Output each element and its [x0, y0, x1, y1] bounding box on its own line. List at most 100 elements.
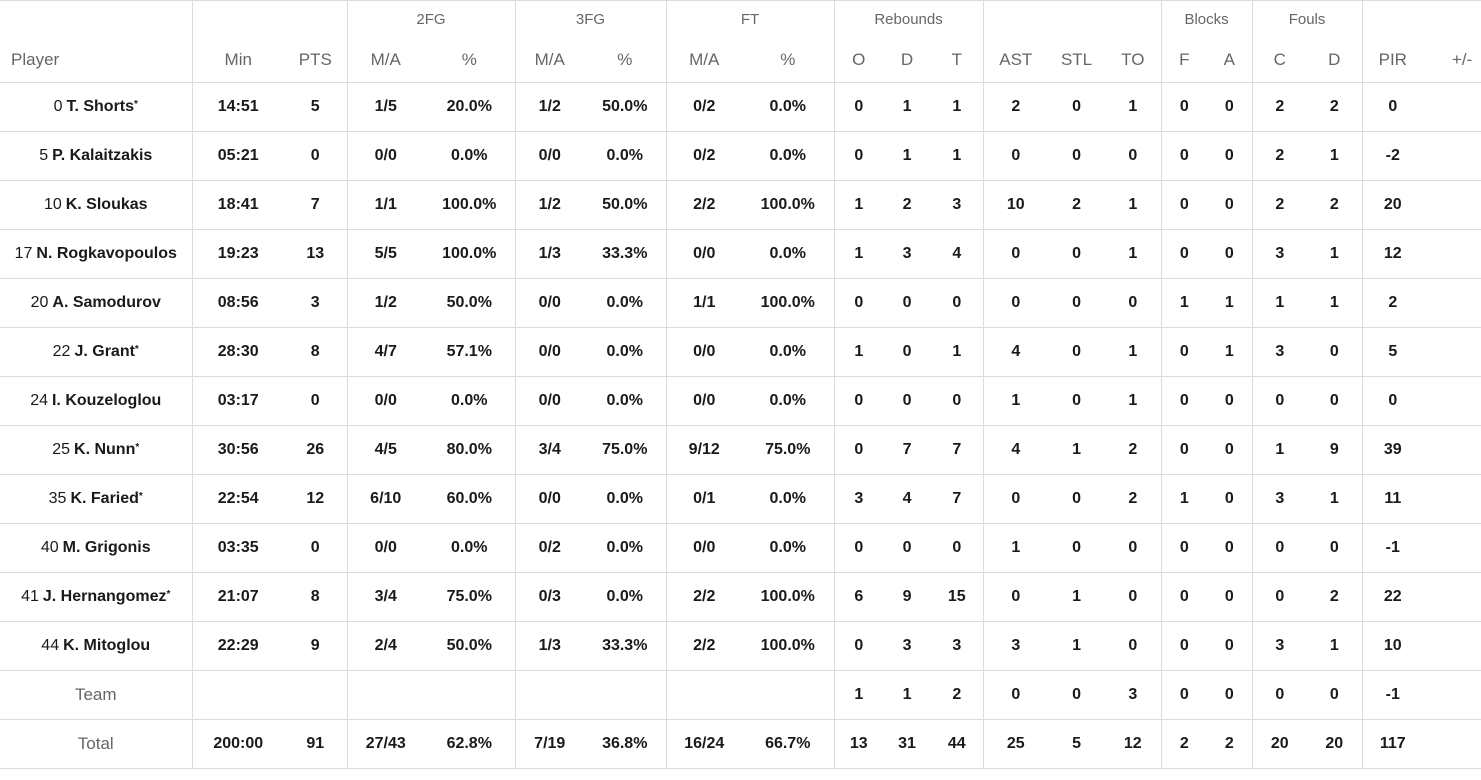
- stat-plus-minus: [1423, 572, 1481, 622]
- player-cell[interactable]: 24 I. Kouzeloglou: [0, 376, 193, 426]
- player-row[interactable]: 20 A. Samodurov 08:56 3 1/2 50.0% 0/0 0.0% 1/1 10…: [0, 278, 1481, 328]
- stat-pts: 7: [284, 180, 348, 230]
- player-name[interactable]: N. Rogkavopoulos: [36, 245, 177, 262]
- player-cell[interactable]: 0 T. Shorts*: [0, 82, 193, 132]
- player-name[interactable]: K. Faried: [70, 490, 139, 507]
- player-name[interactable]: K. Sloukas: [65, 196, 148, 213]
- stat-reb-o: 3: [834, 474, 884, 524]
- stat-stl: 0: [1048, 376, 1106, 426]
- stat-to: 0: [1105, 572, 1162, 622]
- col-header-reb-o[interactable]: O: [834, 38, 884, 83]
- stat-blk-f: 2: [1161, 719, 1208, 769]
- stat-ft-pct: 0.0%: [742, 131, 835, 181]
- player-name[interactable]: J. Grant: [74, 343, 135, 360]
- stat-to: 3: [1105, 670, 1162, 720]
- col-header-pts[interactable]: PTS: [284, 38, 348, 83]
- col-header-ft-ma[interactable]: M/A: [666, 38, 742, 83]
- col-header-min[interactable]: Min: [192, 38, 284, 83]
- stat-2fg-pct: 0.0%: [424, 131, 516, 181]
- stat-pir: 11: [1362, 474, 1424, 524]
- col-header-ast[interactable]: AST: [983, 38, 1049, 83]
- stat-3fg-ma: 1/3: [515, 621, 584, 671]
- player-name[interactable]: T. Shorts: [66, 98, 135, 115]
- col-header-player[interactable]: Player: [0, 38, 193, 83]
- col-header-foul-c[interactable]: C: [1252, 38, 1308, 83]
- player-number: 22: [52, 343, 71, 360]
- player-name[interactable]: K. Mitoglou: [63, 637, 151, 654]
- player-name[interactable]: A. Samodurov: [52, 294, 161, 311]
- player-row[interactable]: 5 P. Kalaitzakis 05:21 0 0/0 0.0% 0/0 0.0% 0/2 0.…: [0, 131, 1481, 181]
- stat-3fg-pct: 33.3%: [584, 621, 667, 671]
- player-row[interactable]: 44 K. Mitoglou 22:29 9 2/4 50.0% 1/3 33.3% 2/2 10…: [0, 621, 1481, 671]
- player-row[interactable]: 40 M. Grigonis 03:35 0 0/0 0.0% 0/2 0.0% 0/0 0.0%…: [0, 523, 1481, 573]
- player-name[interactable]: M. Grigonis: [62, 539, 151, 556]
- col-header-3fg-pct[interactable]: %: [584, 38, 667, 83]
- stat-min: 14:51: [192, 82, 284, 132]
- col-header-2fg-ma[interactable]: M/A: [347, 38, 424, 83]
- stat-reb-t: 3: [931, 180, 984, 230]
- player-name[interactable]: K. Nunn: [74, 441, 136, 458]
- col-header-foul-d[interactable]: D: [1307, 38, 1363, 83]
- player-name[interactable]: I. Kouzeloglou: [51, 392, 162, 409]
- stat-reb-o: 1: [834, 670, 884, 720]
- stat-ft-pct: 66.7%: [742, 719, 835, 769]
- stat-2fg-ma: 0/0: [347, 523, 424, 573]
- stat-pir: 22: [1362, 572, 1424, 622]
- col-header-reb-t[interactable]: T: [931, 38, 984, 83]
- player-name[interactable]: P. Kalaitzakis: [52, 147, 153, 164]
- player-name[interactable]: J. Hernangomez: [42, 588, 167, 605]
- player-cell[interactable]: 17 N. Rogkavopoulos: [0, 229, 193, 279]
- player-cell[interactable]: 41 J. Hernangomez*: [0, 572, 193, 622]
- player-cell[interactable]: 35 K. Faried*: [0, 474, 193, 524]
- player-row[interactable]: 41 J. Hernangomez* 21:07 8 3/4 75.0% 0/3 0.0% 2/…: [0, 572, 1481, 622]
- stat-pir: 0: [1362, 376, 1424, 426]
- col-header-3fg-ma[interactable]: M/A: [515, 38, 584, 83]
- column-header-row: Player Min PTS M/A % M/A % M/A % O D T A…: [0, 38, 1481, 83]
- player-cell[interactable]: 22 J. Grant*: [0, 327, 193, 377]
- col-header-blk-a[interactable]: A: [1207, 38, 1253, 83]
- stat-ast: 0: [983, 474, 1049, 524]
- player-cell[interactable]: 25 K. Nunn*: [0, 425, 193, 475]
- stat-blk-f: 0: [1161, 229, 1208, 279]
- player-number: 44: [41, 637, 60, 654]
- col-header-blk-f[interactable]: F: [1161, 38, 1208, 83]
- stat-min: 22:29: [192, 621, 284, 671]
- player-cell[interactable]: 20 A. Samodurov: [0, 278, 193, 328]
- stat-3fg-pct: 75.0%: [584, 425, 667, 475]
- player-row[interactable]: 35 K. Faried* 22:54 12 6/10 60.0% 0/0 0.0% 0/1 0.…: [0, 474, 1481, 524]
- player-cell[interactable]: 40 M. Grigonis: [0, 523, 193, 573]
- stat-pir: -2: [1362, 131, 1424, 181]
- stat-stl: 0: [1048, 278, 1106, 328]
- player-row[interactable]: 0 T. Shorts* 14:51 5 1/5 20.0% 1/2 50.0% 0/2 0.0%…: [0, 82, 1481, 132]
- player-row[interactable]: 25 K. Nunn* 30:56 26 4/5 80.0% 3/4 75.0% 9/12 75.…: [0, 425, 1481, 475]
- stat-pts: 8: [284, 572, 348, 622]
- stat-to: 2: [1105, 425, 1162, 475]
- col-header-reb-d[interactable]: D: [883, 38, 932, 83]
- player-cell[interactable]: 44 K. Mitoglou: [0, 621, 193, 671]
- player-cell[interactable]: 5 P. Kalaitzakis: [0, 131, 193, 181]
- player-cell[interactable]: 10 K. Sloukas: [0, 180, 193, 230]
- stat-foul-c: 1: [1252, 278, 1308, 328]
- player-row[interactable]: 24 I. Kouzeloglou 03:17 0 0/0 0.0% 0/0 0.0% 0/0 0…: [0, 376, 1481, 426]
- stat-reb-d: 3: [883, 621, 932, 671]
- stat-3fg-pct: 0.0%: [584, 131, 667, 181]
- stat-foul-d: 2: [1307, 82, 1363, 132]
- stat-ft-ma: 0/0: [666, 523, 742, 573]
- stat-3fg-pct: 50.0%: [584, 82, 667, 132]
- col-header-2fg-pct[interactable]: %: [424, 38, 516, 83]
- stat-2fg-ma: 0/0: [347, 131, 424, 181]
- player-row[interactable]: 22 J. Grant* 28:30 8 4/7 57.1% 0/0 0.0% 0/0 0.0% 1…: [0, 327, 1481, 377]
- team-label: Team: [0, 670, 193, 720]
- stat-ast: 0: [983, 670, 1049, 720]
- stat-ft-pct: 0.0%: [742, 376, 835, 426]
- stat-pts: 5: [284, 82, 348, 132]
- col-header-plus-minus[interactable]: +/-: [1423, 38, 1481, 83]
- col-header-to[interactable]: TO: [1105, 38, 1162, 83]
- stat-min: 22:54: [192, 474, 284, 524]
- col-header-stl[interactable]: STL: [1048, 38, 1106, 83]
- col-header-pir[interactable]: PIR: [1362, 38, 1424, 83]
- player-row[interactable]: 17 N. Rogkavopoulos 19:23 13 5/5 100.0% 1/3 33.…: [0, 229, 1481, 279]
- player-number: 17: [14, 245, 33, 262]
- player-row[interactable]: 10 K. Sloukas 18:41 7 1/1 100.0% 1/2 50.0% 2/2 10…: [0, 180, 1481, 230]
- col-header-ft-pct[interactable]: %: [742, 38, 835, 83]
